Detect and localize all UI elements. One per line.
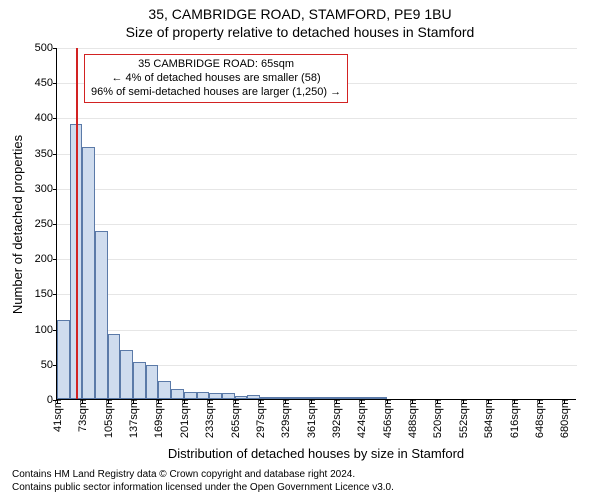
x-tick-label: 73sqm bbox=[75, 399, 89, 432]
y-tick-label: 200 bbox=[35, 253, 57, 265]
footer-line1: Contains HM Land Registry data © Crown c… bbox=[12, 469, 394, 482]
x-tick-label: 297sqm bbox=[253, 399, 267, 438]
x-tick-label: 41sqm bbox=[50, 399, 64, 432]
x-tick-label: 520sqm bbox=[430, 399, 444, 438]
x-tick-label: 552sqm bbox=[456, 399, 470, 438]
x-tick-label: 233sqm bbox=[202, 399, 216, 438]
gridline bbox=[57, 189, 577, 190]
plot-area: 05010015020025030035040045050041sqm73sqm… bbox=[56, 48, 576, 400]
gridline bbox=[57, 330, 577, 331]
gridline bbox=[57, 118, 577, 119]
x-tick-label: 169sqm bbox=[151, 399, 165, 438]
histogram-bar bbox=[158, 381, 171, 399]
gridline bbox=[57, 294, 577, 295]
x-tick-label: 680sqm bbox=[557, 399, 571, 438]
histogram-bar bbox=[184, 392, 197, 399]
histogram-bar bbox=[171, 389, 184, 399]
marker-callout: 35 CAMBRIDGE ROAD: 65sqm← 4% of detached… bbox=[84, 54, 348, 103]
chart-container: 35, CAMBRIDGE ROAD, STAMFORD, PE9 1BU Si… bbox=[0, 0, 600, 500]
y-tick-label: 250 bbox=[35, 218, 57, 230]
x-tick-label: 616sqm bbox=[507, 399, 521, 438]
y-tick-label: 350 bbox=[35, 148, 57, 160]
footer-line2: Contains public sector information licen… bbox=[12, 482, 394, 495]
plot: 05010015020025030035040045050041sqm73sqm… bbox=[56, 48, 576, 400]
x-tick-label: 105sqm bbox=[101, 399, 115, 438]
y-tick-label: 150 bbox=[35, 288, 57, 300]
x-tick-label: 137sqm bbox=[126, 399, 140, 438]
footer: Contains HM Land Registry data © Crown c… bbox=[12, 469, 394, 494]
x-tick-label: 392sqm bbox=[329, 399, 343, 438]
marker-line bbox=[76, 48, 78, 399]
callout-line: 96% of semi-detached houses are larger (… bbox=[91, 86, 341, 100]
gridline bbox=[57, 48, 577, 49]
page-title-line2: Size of property relative to detached ho… bbox=[0, 24, 600, 40]
x-axis-label: Distribution of detached houses by size … bbox=[56, 446, 576, 461]
y-tick-label: 500 bbox=[35, 42, 57, 54]
histogram-bar bbox=[82, 147, 95, 399]
gridline bbox=[57, 224, 577, 225]
histogram-bar bbox=[146, 365, 159, 399]
histogram-bar bbox=[120, 350, 133, 399]
y-axis-label-wrap: Number of detached properties bbox=[10, 48, 26, 400]
x-tick-label: 201sqm bbox=[177, 399, 191, 438]
histogram-bar bbox=[108, 334, 121, 399]
x-tick-label: 265sqm bbox=[228, 399, 242, 438]
y-tick-label: 50 bbox=[41, 359, 57, 371]
x-tick-label: 584sqm bbox=[481, 399, 495, 438]
x-tick-label: 424sqm bbox=[354, 399, 368, 438]
y-tick-label: 300 bbox=[35, 183, 57, 195]
histogram-bar bbox=[57, 320, 70, 399]
y-axis-label: Number of detached properties bbox=[11, 134, 26, 313]
x-tick-label: 648sqm bbox=[532, 399, 546, 438]
x-tick-label: 488sqm bbox=[405, 399, 419, 438]
histogram-bar bbox=[133, 362, 146, 399]
y-tick-label: 100 bbox=[35, 324, 57, 336]
page-title-line1: 35, CAMBRIDGE ROAD, STAMFORD, PE9 1BU bbox=[0, 6, 600, 22]
gridline bbox=[57, 259, 577, 260]
histogram-bar bbox=[95, 231, 108, 399]
histogram-bar bbox=[197, 392, 210, 399]
y-tick-label: 450 bbox=[35, 77, 57, 89]
gridline bbox=[57, 154, 577, 155]
x-tick-label: 361sqm bbox=[304, 399, 318, 438]
x-tick-label: 329sqm bbox=[278, 399, 292, 438]
callout-line: 35 CAMBRIDGE ROAD: 65sqm bbox=[91, 58, 341, 72]
callout-line: ← 4% of detached houses are smaller (58) bbox=[91, 72, 341, 86]
x-tick-label: 456sqm bbox=[380, 399, 394, 438]
y-tick-label: 400 bbox=[35, 112, 57, 124]
